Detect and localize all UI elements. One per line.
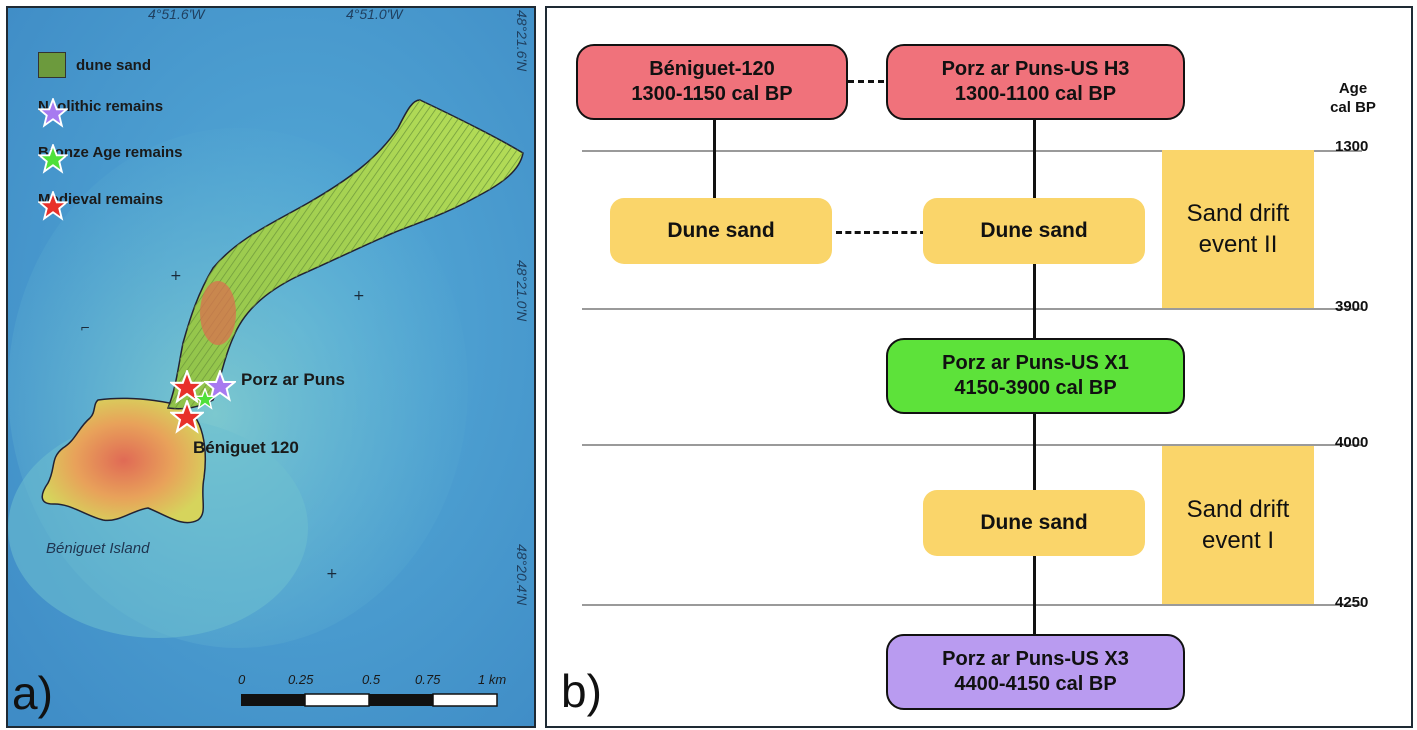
svg-text:+: + (170, 268, 182, 284)
site-date: 1300-1150 cal BP (631, 83, 793, 105)
svg-text:+: + (326, 566, 338, 582)
coord-top-right: 4°51.0'W (346, 6, 403, 22)
panel-letter-b: b) (561, 665, 602, 717)
star-icon (38, 144, 68, 174)
map-graphic: + + + ⌐ (8, 8, 534, 726)
age-line-4000 (582, 444, 1362, 446)
site-name: Porz ar Puns-US X1 (942, 352, 1129, 374)
coord-right-top: 48°21.6'N (514, 10, 530, 72)
site-date: 1300-1100 cal BP (954, 83, 1117, 105)
star-icon (38, 98, 68, 128)
bronze-star-icon (194, 388, 216, 410)
scale-label-0: 0 (238, 672, 246, 687)
event-line1: Sand drift (1186, 199, 1290, 227)
legend-label: Medieval remains (38, 191, 164, 208)
panel-letter-a: a) (12, 667, 53, 719)
age-tick-4250: 4250 (1335, 594, 1369, 611)
dune-sand-box-beniguet: Dune sand (610, 198, 832, 264)
sand-drift-event-ii: Sand drift event II (1162, 150, 1314, 308)
site-box-porz-h3: Porz ar Puns-US H3 1300-1100 cal BP (886, 44, 1185, 120)
site-name: Porz ar Puns-US H3 (941, 58, 1130, 80)
scale-label-075: 0.75 (415, 672, 441, 687)
map-panel: + + + ⌐ 4°51.6'W 4°51.0'W 48°21.6'N 48°2… (6, 6, 536, 728)
age-tick-1300: 1300 (1335, 138, 1369, 155)
age-line-4250 (582, 604, 1362, 606)
island-label: Béniguet Island (46, 540, 150, 557)
coord-right-bottom: 48°20.4'N (514, 544, 530, 606)
dashed-link-dune (836, 231, 926, 234)
connector-beniguet (713, 120, 716, 200)
coord-right-mid: 48°21.0'N (514, 260, 530, 322)
medieval-star-icon (170, 400, 204, 434)
site-box-porz-x1: Porz ar Puns-US X1 4150-3900 cal BP (886, 338, 1185, 414)
site-box-beniguet-120: Béniguet-120 1300-1150 cal BP (576, 44, 848, 120)
medieval-star-icon (170, 370, 204, 404)
scale-label-1km: 1 km (478, 672, 507, 687)
dune-sand-box-event-i: Dune sand (923, 490, 1145, 556)
legend-label: Neolithic remains (38, 98, 164, 115)
age-tick-4000: 4000 (1335, 434, 1369, 451)
site-box-porz-x3: Porz ar Puns-US X3 4400-4150 cal BP (886, 634, 1185, 710)
legend-item-medieval: Medieval remains (38, 191, 164, 221)
legend-item-dune-sand: dune sand (38, 52, 151, 78)
age-axis-title: Age cal BP (1330, 80, 1376, 116)
event-line2: event II (1198, 231, 1278, 258)
event-line1: Sand drift (1186, 495, 1290, 523)
dune-sand-box-event-ii: Dune sand (923, 198, 1145, 264)
svg-text:⌐: ⌐ (80, 321, 90, 335)
site-date: 4400-4150 cal BP (954, 673, 1117, 695)
site-name: Porz ar Puns-US X3 (942, 648, 1129, 670)
star-icon (38, 191, 68, 221)
site-date: 4150-3900 cal BP (954, 377, 1117, 399)
site-name: Béniguet-120 (649, 58, 775, 80)
coord-top-left: 4°51.6'W (148, 6, 205, 22)
scale-label-05: 0.5 (362, 672, 381, 687)
event-line2: event I (1201, 527, 1275, 554)
age-tick-3900: 3900 (1335, 298, 1369, 315)
legend-label: Bronze Age remains (38, 144, 183, 161)
legend-item-neolithic: Neolithic remains (38, 98, 164, 128)
sand-drift-event-i: Sand drift event I (1162, 446, 1314, 604)
site-label-beniguet-120: Béniguet 120 (193, 438, 299, 457)
chronology-panel: Sand drift event II Sand drift event I B… (545, 6, 1413, 728)
legend-item-bronze-age: Bronze Age remains (38, 144, 183, 174)
age-line-3900 (582, 308, 1362, 310)
svg-text:+: + (353, 288, 365, 304)
dashed-link-top (848, 80, 884, 83)
swatch-icon (38, 52, 66, 78)
site-label-porz: Porz ar Puns (241, 370, 345, 389)
legend-label: dune sand (76, 56, 152, 74)
age-line-1300 (582, 150, 1362, 152)
neolithic-star-icon (204, 370, 236, 402)
scale-label-025: 0.25 (288, 672, 314, 687)
